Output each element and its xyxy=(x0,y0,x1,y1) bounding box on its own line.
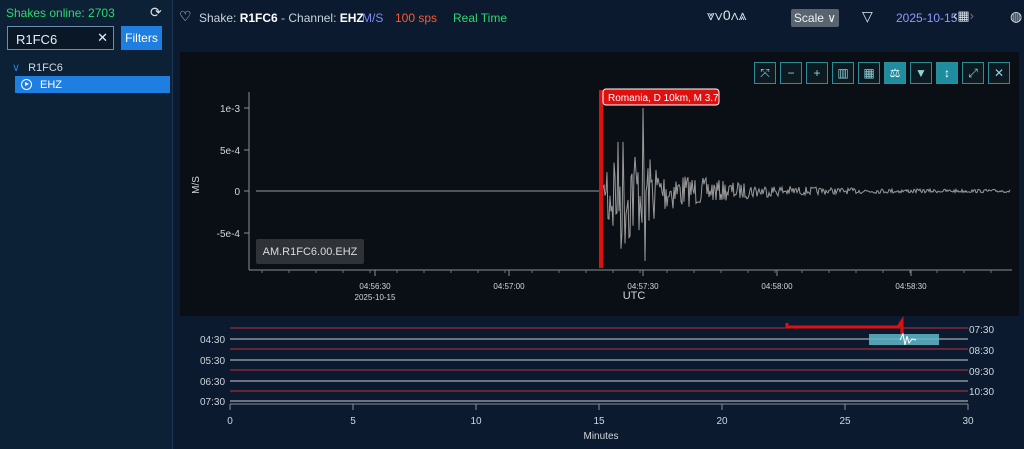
chevron-down-icon: ∨ xyxy=(12,62,21,74)
helicorder-x-tick-label: 5 xyxy=(350,416,356,427)
seismogram-panel xyxy=(180,52,1019,316)
helicorder-left-label: 04:30 xyxy=(200,335,225,346)
helicorder-x-tick-label: 15 xyxy=(593,416,605,427)
shakes-online-count: Shakes online: 2703 xyxy=(6,6,115,20)
zoom-out-icon[interactable]: − xyxy=(780,62,802,84)
double-chevron-up-icon[interactable]: ⩓ xyxy=(738,7,747,23)
tree-station-label: R1FC6 xyxy=(28,62,63,74)
search-box: ✕ xyxy=(7,26,114,50)
helicorder-left-label: 07:30 xyxy=(200,397,225,408)
helicorder-x-label: Minutes xyxy=(583,431,618,442)
zoom-in-icon[interactable]: + xyxy=(806,62,828,84)
helicorder-right-label: 10:30 xyxy=(969,387,994,398)
calendar-icon[interactable]: ▦ xyxy=(957,8,970,23)
scale-label: Scale xyxy=(793,11,824,25)
tree-station-node[interactable]: ∨ R1FC6 xyxy=(12,61,63,74)
globe-icon[interactable]: ◍ xyxy=(1010,8,1023,24)
helicorder-x-tick-label: 20 xyxy=(716,416,728,427)
helicorder-spike xyxy=(899,332,917,346)
channel-label: - Channel: xyxy=(277,11,340,25)
grid-icon[interactable]: ▦ xyxy=(858,62,880,84)
autoscale-icon[interactable]: ⤧ xyxy=(754,62,776,84)
clear-search-icon[interactable]: ✕ xyxy=(97,30,108,45)
refresh-icon[interactable]: ⟳ xyxy=(150,4,162,20)
search-input[interactable] xyxy=(14,29,98,49)
helicorder-event-trace xyxy=(785,316,904,336)
helicorder-x-tick-label: 0 xyxy=(227,416,233,427)
balance-icon[interactable]: ⚖ xyxy=(884,62,906,84)
heart-icon[interactable]: ♡ xyxy=(179,8,192,24)
station-code: R1FC6 xyxy=(239,11,278,25)
event-count: 0 xyxy=(722,7,731,23)
helicorder-right-label: 08:30 xyxy=(969,346,994,357)
scale-dropdown[interactable]: Scale ∨ xyxy=(791,9,839,27)
helicorder-selection[interactable] xyxy=(869,334,939,345)
expand-icon[interactable]: ⤢ xyxy=(962,62,984,84)
shake-title: Shake: R1FC6 - Channel: EHZ xyxy=(199,11,364,25)
play-icon xyxy=(21,79,32,90)
tree-channel-item[interactable]: EHZ xyxy=(15,76,170,93)
spectrum-icon[interactable]: ▥ xyxy=(832,62,854,84)
helicorder-left-label: 05:30 xyxy=(200,356,225,367)
sidebar: Shakes online: 2703 ⟳ ✕ Filters ∨ R1FC6 E… xyxy=(0,0,173,449)
vertical-scale-icon[interactable]: ↕ xyxy=(936,62,958,84)
shake-label: Shake: xyxy=(199,11,240,25)
filter-icon[interactable]: ▼ xyxy=(910,62,932,84)
top-bar: ♡ Shake: R1FC6 - Channel: EHZ M/S 100 sp… xyxy=(172,0,1024,36)
unit-toggle[interactable]: M/S xyxy=(362,11,384,25)
close-icon[interactable]: ✕ xyxy=(988,62,1010,84)
event-navigator: ⩔∨0∧⩓ xyxy=(707,7,746,24)
channel-code: EHZ xyxy=(339,11,364,25)
sample-rate: 100 sps xyxy=(395,11,438,25)
helicorder-x-tick-label: 25 xyxy=(839,416,851,427)
chevron-up-icon[interactable]: ∧ xyxy=(730,7,739,23)
double-chevron-down-icon[interactable]: ⩔ xyxy=(707,7,715,23)
chevron-left-icon[interactable]: ‹ xyxy=(953,8,958,23)
filters-button[interactable]: Filters xyxy=(121,26,162,50)
helicorder-right-label: 07:30 xyxy=(969,325,994,336)
helicorder-right-label: 09:30 xyxy=(969,367,994,378)
tree-channel-label: EHZ xyxy=(40,78,62,91)
station-tag: AM.R1FC6.00.EHZ xyxy=(256,239,364,264)
chevron-down-icon[interactable]: ∨ xyxy=(714,7,723,23)
helicorder-x-tick-label: 30 xyxy=(962,416,974,427)
chevron-down-icon: ∨ xyxy=(827,11,837,25)
helicorder-left-label: 06:30 xyxy=(200,377,225,388)
filter-icon[interactable]: ▽ xyxy=(862,8,873,24)
chevron-right-icon[interactable]: › xyxy=(969,8,974,23)
date-display[interactable]: 2025-10-15 xyxy=(896,11,958,25)
helicorder-x-tick-label: 10 xyxy=(470,416,482,427)
date-controls: ‹▦› xyxy=(953,8,974,24)
realtime-toggle[interactable]: Real Time xyxy=(453,11,508,25)
